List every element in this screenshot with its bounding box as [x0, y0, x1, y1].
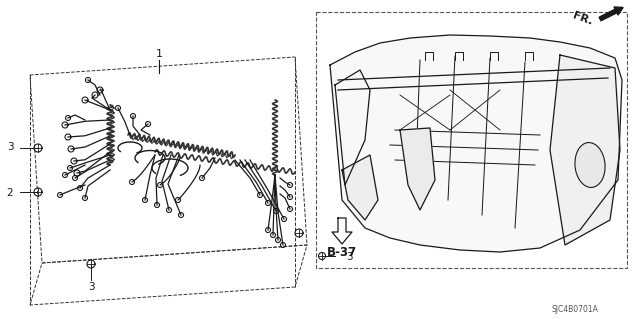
Polygon shape — [332, 218, 352, 244]
Text: 3: 3 — [6, 142, 13, 152]
Polygon shape — [330, 35, 622, 252]
Polygon shape — [400, 128, 435, 210]
Text: B-37: B-37 — [327, 246, 357, 258]
Text: SJC4B0701A: SJC4B0701A — [552, 306, 598, 315]
Polygon shape — [550, 55, 620, 245]
Ellipse shape — [575, 143, 605, 188]
Polygon shape — [342, 155, 378, 220]
Text: 3: 3 — [346, 252, 352, 262]
Text: FR.: FR. — [572, 11, 594, 27]
Text: 3: 3 — [88, 282, 94, 292]
FancyArrow shape — [599, 7, 623, 21]
Text: 1: 1 — [156, 49, 163, 59]
Text: 2: 2 — [6, 188, 13, 198]
